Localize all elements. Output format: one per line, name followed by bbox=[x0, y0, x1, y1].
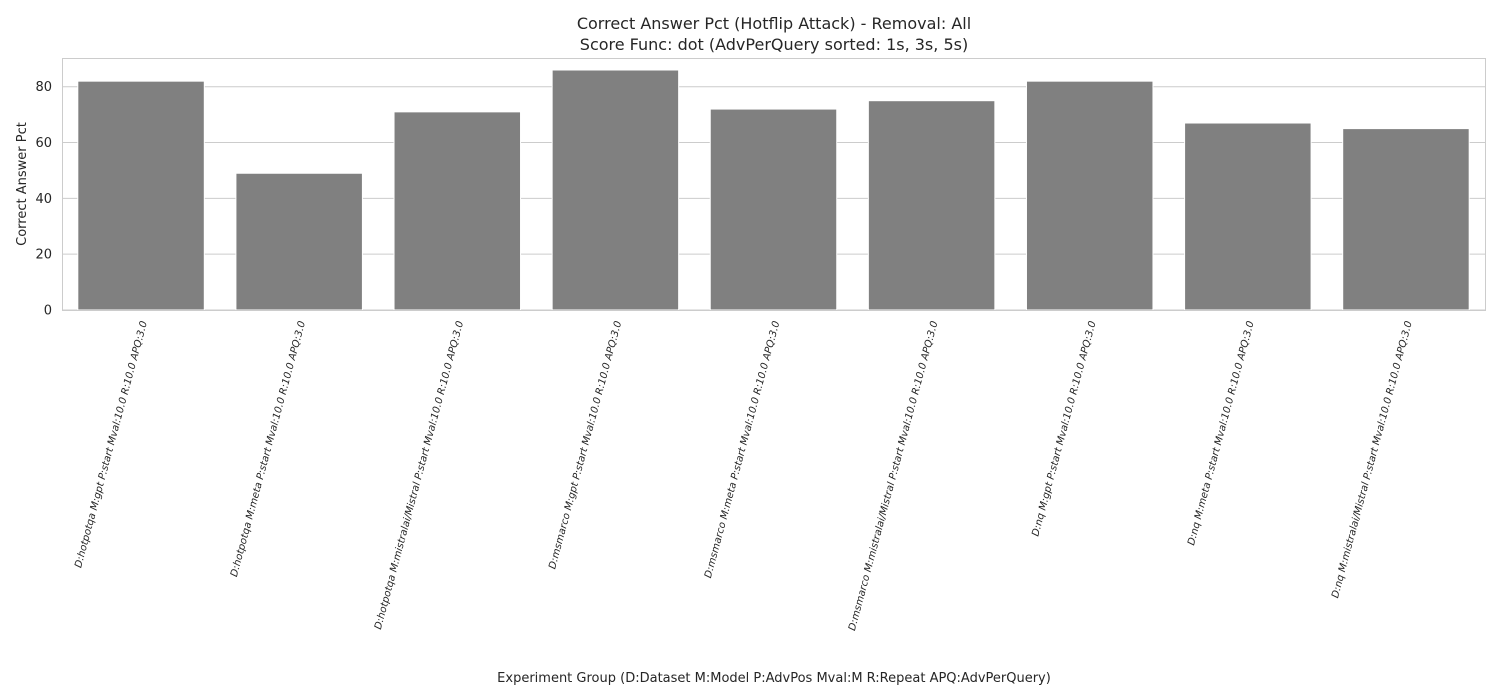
y-axis-label: Correct Answer Pct bbox=[15, 122, 30, 246]
bars bbox=[77, 69, 1470, 311]
x-tick-label: D:nq M:meta P:start Mval:10.0 R:10.0 APQ… bbox=[1186, 320, 1257, 547]
bar bbox=[551, 69, 680, 311]
x-tick-label: D:msmarco M:mistralai/Mistral P:start Mv… bbox=[847, 320, 941, 632]
chart-title-line-2: Score Func: dot (AdvPerQuery sorted: 1s,… bbox=[580, 35, 968, 54]
x-tick-label: D:hotpotqa M:gpt P:start Mval:10.0 R:10.… bbox=[73, 320, 150, 569]
x-tick-label: D:hotpotqa M:mistralai/Mistral P:start M… bbox=[373, 320, 466, 631]
bar bbox=[235, 172, 363, 311]
bar bbox=[1342, 128, 1470, 311]
y-tick-label: 0 bbox=[44, 304, 52, 319]
x-tick-label: D:nq M:gpt P:start Mval:10.0 R:10.0 APQ:… bbox=[1030, 320, 1098, 538]
bar bbox=[709, 108, 838, 311]
y-tick-label: 60 bbox=[35, 136, 52, 151]
y-tick-label: 80 bbox=[35, 80, 52, 95]
x-axis-label: Experiment Group (D:Dataset M:Model P:Ad… bbox=[497, 671, 1051, 686]
x-tick-label: D:msmarco M:meta P:start Mval:10.0 R:10.… bbox=[703, 320, 782, 579]
y-tick-labels: 0 20 40 60 80 bbox=[35, 80, 52, 318]
x-tick-label: D:msmarco M:gpt P:start Mval:10.0 R:10.0… bbox=[547, 320, 624, 570]
x-tick-label: D:nq M:mistralai/Mistral P:start Mval:10… bbox=[1330, 320, 1415, 599]
bar bbox=[77, 80, 205, 311]
bar bbox=[393, 111, 522, 311]
y-tick-label: 20 bbox=[35, 248, 52, 263]
bar bbox=[1184, 122, 1312, 311]
bar bbox=[1025, 80, 1154, 311]
plot-frame bbox=[62, 58, 1486, 311]
x-tick-label: D:hotpotqa M:meta P:start Mval:10.0 R:10… bbox=[229, 320, 308, 578]
x-tick-labels: D:hotpotqa M:gpt P:start Mval:10.0 R:10.… bbox=[73, 320, 1415, 632]
bar bbox=[867, 100, 996, 311]
y-tick-label: 40 bbox=[35, 192, 52, 207]
chart-title-line-1: Correct Answer Pct (Hotflip Attack) - Re… bbox=[577, 14, 971, 33]
